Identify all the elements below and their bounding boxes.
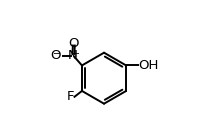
Text: +: +	[71, 49, 79, 59]
Text: OH: OH	[138, 59, 158, 72]
Text: O: O	[68, 37, 79, 50]
Text: N: N	[68, 49, 77, 62]
Text: F: F	[66, 90, 74, 103]
Text: O: O	[50, 49, 60, 62]
Text: −: −	[53, 49, 61, 59]
